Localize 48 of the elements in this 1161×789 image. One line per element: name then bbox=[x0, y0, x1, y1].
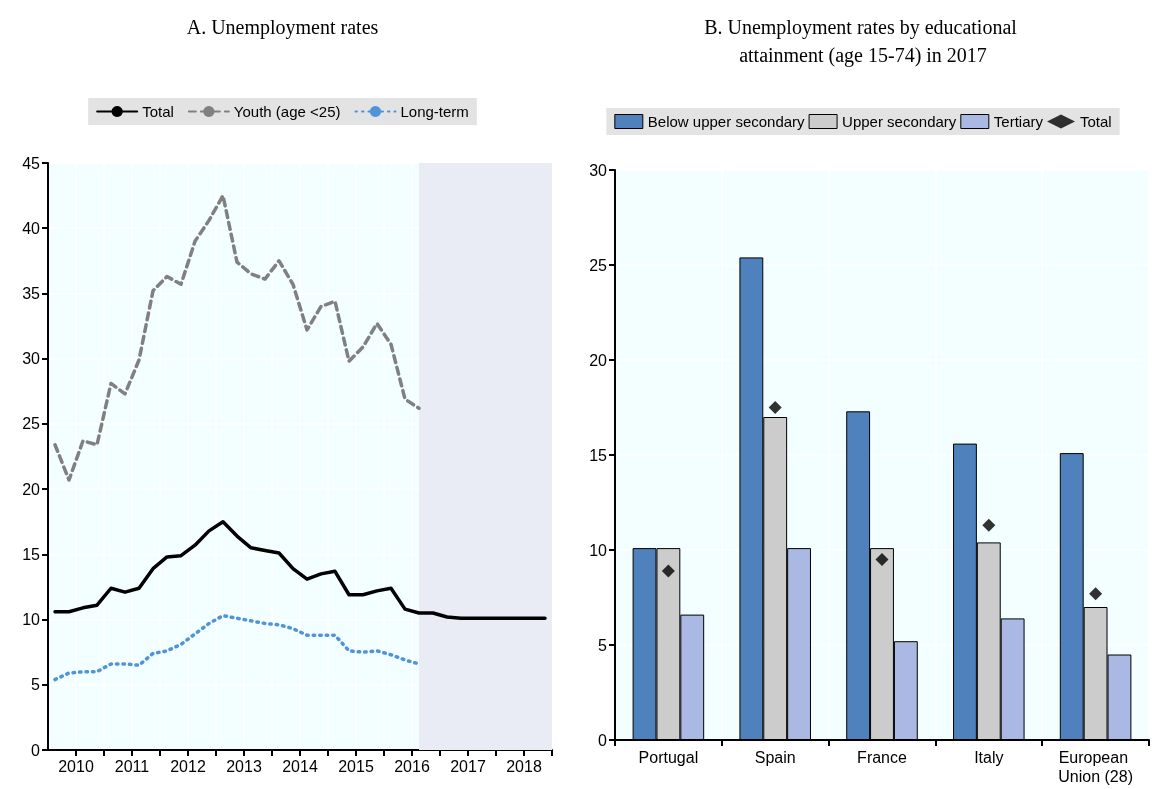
x-tick-label: 2010 bbox=[58, 757, 94, 775]
legend-label: Below upper secondary bbox=[647, 113, 806, 130]
y-tick-label: 30 bbox=[589, 161, 608, 179]
line-series bbox=[53, 193, 421, 482]
y-tick-label: 15 bbox=[22, 545, 41, 563]
x-tick-label: 2012 bbox=[170, 757, 206, 775]
x-tick-label: 2015 bbox=[338, 757, 374, 775]
y-tick-label: 20 bbox=[589, 351, 608, 369]
line-series bbox=[53, 613, 421, 682]
y-tick-label: 10 bbox=[22, 611, 41, 629]
legend-label: Total bbox=[142, 103, 174, 120]
y-tick-label: 45 bbox=[22, 154, 41, 172]
x-tick-label: France bbox=[857, 749, 907, 766]
x-tick-label: 2018 bbox=[506, 757, 542, 775]
y-tick-label: 25 bbox=[589, 256, 608, 274]
y-tick-label: 0 bbox=[31, 741, 41, 759]
x-tick-label: Spain bbox=[754, 749, 796, 766]
point bbox=[1089, 587, 1103, 601]
legend-label: Total bbox=[1079, 113, 1112, 130]
y-tick-label: 40 bbox=[22, 219, 41, 237]
line-series bbox=[53, 519, 547, 620]
legend-label: Tertiary bbox=[993, 113, 1044, 130]
x-tick-label: 2014 bbox=[282, 757, 318, 775]
chart-title: A. Unemployment rates bbox=[186, 16, 379, 39]
y-tick-label: 10 bbox=[589, 541, 608, 559]
x-tick-label: 2017 bbox=[450, 757, 486, 775]
x-tick-label: Portugal bbox=[638, 749, 699, 766]
x-tick-label: 2013 bbox=[226, 757, 262, 775]
y-tick-label: 0 bbox=[598, 731, 608, 749]
legend-label: Youth (age <25) bbox=[233, 103, 341, 120]
y-tick-label: 15 bbox=[589, 446, 608, 464]
point bbox=[982, 518, 996, 532]
y-tick-label: 30 bbox=[22, 350, 41, 368]
y-tick-label: 20 bbox=[22, 480, 41, 498]
point bbox=[661, 564, 675, 578]
chart-title: B. Unemployment rates by educational attainment (age 15-74) in 2017 bbox=[704, 16, 1022, 67]
point bbox=[875, 553, 889, 566]
y-tick-label: 5 bbox=[31, 676, 41, 694]
point bbox=[768, 401, 782, 414]
legend-label: Upper secondary bbox=[842, 113, 957, 130]
x-tick-label: Italy bbox=[974, 749, 1004, 766]
x-tick-label: 2016 bbox=[394, 757, 430, 775]
y-tick-label: 25 bbox=[22, 415, 41, 433]
x-tick-label: 2011 bbox=[114, 757, 150, 775]
legend-label: Long-term bbox=[400, 103, 469, 120]
y-tick-label: 5 bbox=[598, 636, 608, 654]
y-tick-label: 35 bbox=[22, 284, 41, 302]
x-tick-label: European Union (28) bbox=[1058, 749, 1133, 785]
